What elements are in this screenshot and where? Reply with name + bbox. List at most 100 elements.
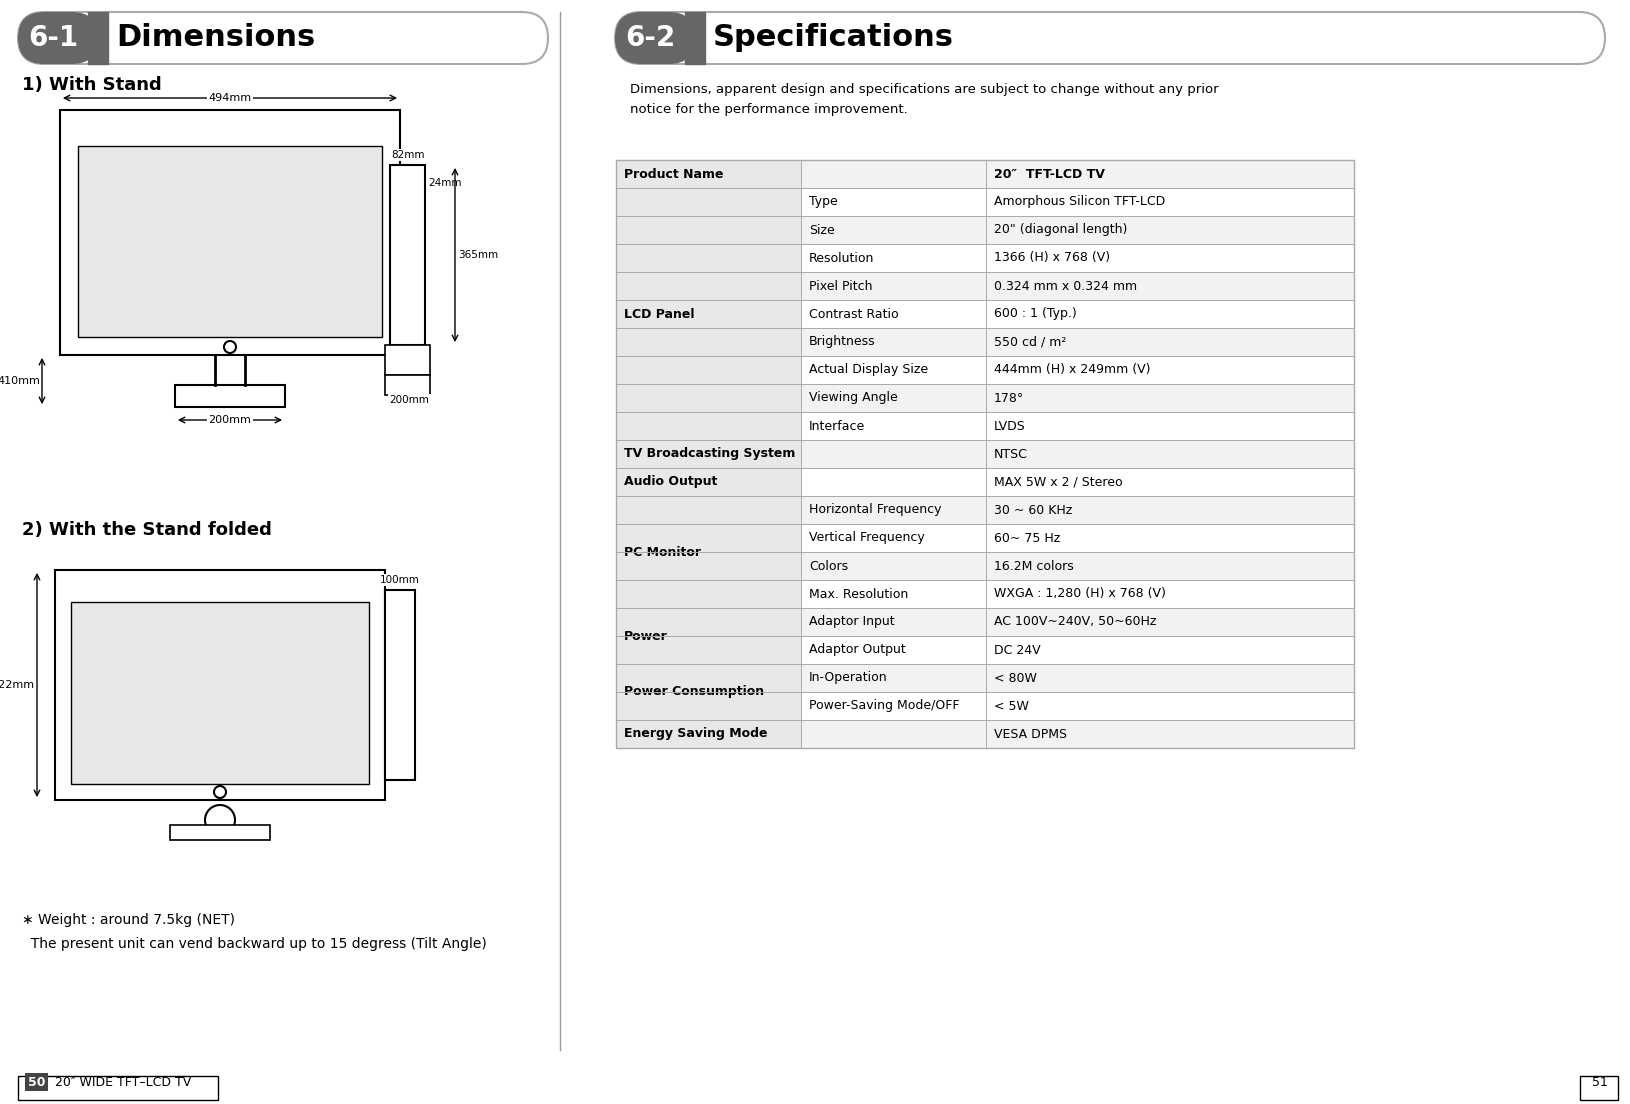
Text: Adaptor Input: Adaptor Input [808,616,895,628]
Text: Specifications: Specifications [712,23,954,53]
Text: In-Operation: In-Operation [808,671,888,684]
Text: 1366 (H) x 768 (V): 1366 (H) x 768 (V) [994,252,1110,265]
Bar [616,160,1355,188]
Bar [616,244,1355,272]
Text: 550 cd / m²: 550 cd / m² [994,336,1066,349]
Text: 600 : 1 (Typ.): 600 : 1 (Typ.) [994,308,1077,320]
Text: Audio Output: Audio Output [624,476,717,488]
Bar [616,384,1355,412]
Bar [616,468,800,496]
Bar [616,468,1355,496]
Text: 16.2M colors: 16.2M colors [994,560,1074,573]
Bar [616,440,1355,468]
Text: 6-2: 6-2 [624,24,675,52]
Bar [18,1076,218,1100]
Text: Power: Power [624,629,668,643]
Bar [616,552,1355,580]
Text: 200mm: 200mm [390,395,429,405]
Text: 178°: 178° [994,392,1024,404]
Bar [616,188,1355,216]
Text: Type: Type [808,195,838,209]
Bar [616,412,1355,440]
Text: WXGA : 1,280 (H) x 768 (V): WXGA : 1,280 (H) x 768 (V) [994,587,1165,601]
Bar [616,440,800,468]
Text: Vertical Frequency: Vertical Frequency [808,531,924,544]
Bar [616,580,1355,608]
Text: Brightness: Brightness [808,336,875,349]
Text: Amorphous Silicon TFT-LCD: Amorphous Silicon TFT-LCD [994,195,1165,209]
Text: Horizontal Frequency: Horizontal Frequency [808,503,942,517]
FancyBboxPatch shape [615,12,694,64]
Text: Size: Size [808,223,835,236]
Bar [174,385,285,407]
Text: 200mm: 200mm [209,415,251,425]
Text: 20″  TFT-LCD TV: 20″ TFT-LCD TV [994,168,1105,180]
FancyBboxPatch shape [18,12,98,64]
Text: 0.324 mm x 0.324 mm: 0.324 mm x 0.324 mm [994,279,1138,293]
Text: The present unit can vend backward up to 15 degress (Tilt Angle): The present unit can vend backward up to… [21,937,487,951]
Text: Product Name: Product Name [624,168,724,180]
Text: 20" (diagonal length): 20" (diagonal length) [994,223,1128,236]
Text: 422mm: 422mm [0,680,34,690]
Text: Viewing Angle: Viewing Angle [808,392,898,404]
Text: Energy Saving Mode: Energy Saving Mode [624,728,768,741]
Text: < 5W: < 5W [994,700,1029,712]
Bar [390,164,425,344]
Bar [616,300,1355,328]
Bar [616,720,1355,749]
Text: 30 ~ 60 KHz: 30 ~ 60 KHz [994,503,1073,517]
Text: MAX 5W x 2 / Stereo: MAX 5W x 2 / Stereo [994,476,1123,488]
Bar [616,608,800,664]
Text: 50: 50 [28,1075,46,1089]
Text: Dimensions, apparent design and specifications are subject to change without any: Dimensions, apparent design and specific… [631,84,1219,96]
FancyBboxPatch shape [18,12,548,64]
Bar [616,216,1355,244]
Bar [385,344,430,375]
Text: 60~ 75 Hz: 60~ 75 Hz [994,531,1060,544]
Bar [616,608,1355,636]
Text: 6-1: 6-1 [28,24,78,52]
Text: TV Broadcasting System: TV Broadcasting System [624,447,795,460]
Text: LCD Panel: LCD Panel [624,308,694,320]
FancyBboxPatch shape [615,12,1606,64]
Text: LVDS: LVDS [994,420,1025,433]
Bar [616,496,800,608]
Circle shape [205,805,235,835]
Bar [685,12,706,64]
Bar [616,496,1355,524]
Circle shape [223,341,236,353]
Text: < 80W: < 80W [994,671,1037,684]
Bar [616,160,800,188]
Text: 100mm: 100mm [380,575,421,585]
Text: ∗ Weight : around 7.5kg (NET): ∗ Weight : around 7.5kg (NET) [21,913,235,927]
Text: 82mm: 82mm [391,150,424,160]
Bar [616,524,1355,552]
Text: Contrast Ratio: Contrast Ratio [808,308,898,320]
Text: AC 100V~240V, 50~60Hz: AC 100V~240V, 50~60Hz [994,616,1156,628]
Text: VESA DPMS: VESA DPMS [994,728,1068,741]
Bar [616,328,1355,355]
Circle shape [214,786,227,798]
Text: 444mm (H) x 249mm (V): 444mm (H) x 249mm (V) [994,363,1151,376]
Bar [616,355,1355,384]
Text: 20″ WIDE TFT–LCD TV: 20″ WIDE TFT–LCD TV [55,1075,191,1089]
Bar [88,12,108,64]
Text: 2) With the Stand folded: 2) With the Stand folded [21,521,272,539]
Text: Resolution: Resolution [808,252,874,265]
Text: Power-Saving Mode/OFF: Power-Saving Mode/OFF [808,700,960,712]
Bar [55,570,385,800]
Text: Pixel Pitch: Pixel Pitch [808,279,872,293]
Text: 24mm: 24mm [429,178,461,188]
Bar [385,590,416,781]
Bar [78,146,381,337]
Text: 494mm: 494mm [209,93,251,103]
Bar [616,188,800,440]
Text: Interface: Interface [808,420,866,433]
Bar [616,664,1355,692]
Text: PC Monitor: PC Monitor [624,545,701,559]
Bar [616,160,1355,749]
Text: 410mm: 410mm [0,376,41,386]
Text: 1) With Stand: 1) With Stand [21,76,161,94]
Bar [616,272,1355,300]
Bar [616,636,1355,664]
